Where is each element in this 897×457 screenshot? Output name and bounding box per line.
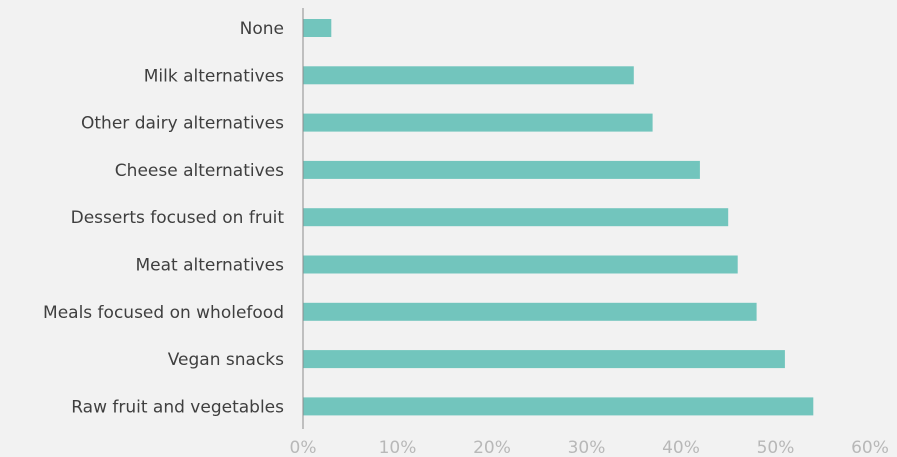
category-label: Other dairy alternatives bbox=[81, 114, 284, 134]
category-label: Raw fruit and vegetables bbox=[71, 397, 284, 417]
bar-meals-focused-on-wholefood bbox=[303, 302, 757, 321]
bar-none bbox=[303, 19, 332, 37]
bars-group bbox=[303, 19, 814, 416]
bar-cheese-alternatives bbox=[303, 160, 700, 179]
x-tick-label: 0% bbox=[290, 438, 317, 457]
x-tick-label: 10% bbox=[379, 438, 417, 457]
bar-raw-fruit-and-vegetables bbox=[303, 397, 814, 416]
category-label: None bbox=[240, 19, 284, 39]
category-label: Vegan snacks bbox=[168, 350, 284, 370]
x-axis-tick-labels: 0% 10% 20% 30% 40% 50% 60% bbox=[290, 438, 889, 457]
bar-meat-alternatives bbox=[303, 255, 738, 274]
x-tick-label: 30% bbox=[568, 438, 606, 457]
bar-milk-alternatives bbox=[303, 66, 634, 85]
category-label: Meat alternatives bbox=[135, 256, 284, 276]
bar-desserts-focused-on-fruit bbox=[303, 208, 729, 227]
category-label: Meals focused on wholefood bbox=[43, 303, 284, 323]
category-label: Milk alternatives bbox=[144, 66, 284, 86]
category-label: Desserts focused on fruit bbox=[71, 208, 285, 228]
bar-other-dairy-alternatives bbox=[303, 113, 653, 132]
category-labels: None Milk alternatives Other dairy alterna… bbox=[43, 19, 284, 417]
x-tick-label: 50% bbox=[757, 438, 795, 457]
category-label: Cheese alternatives bbox=[115, 161, 284, 181]
bar-vegan-snacks bbox=[303, 350, 785, 369]
x-tick-label: 40% bbox=[662, 438, 700, 457]
x-tick-label: 20% bbox=[473, 438, 511, 457]
x-tick-label: 60% bbox=[851, 438, 889, 457]
